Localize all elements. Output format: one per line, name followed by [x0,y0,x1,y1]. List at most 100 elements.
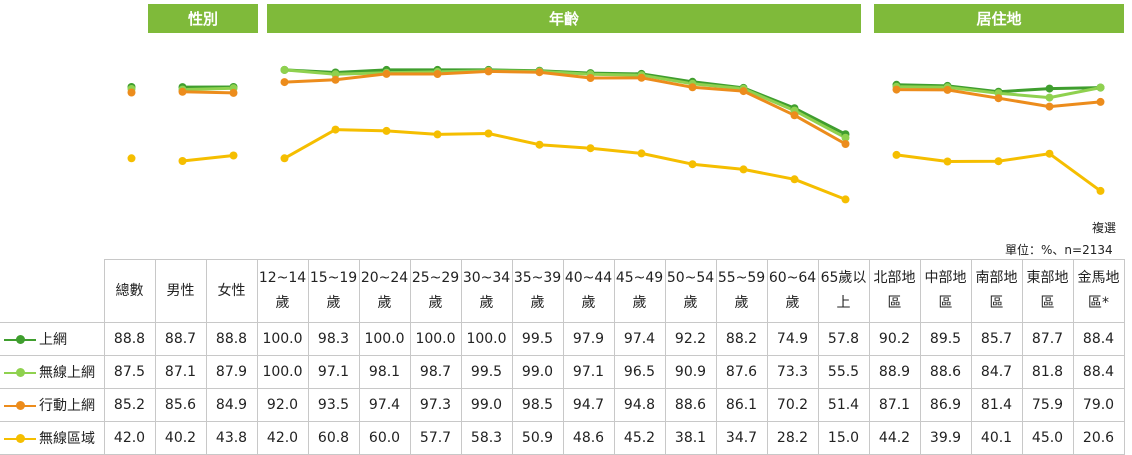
data-point [434,130,442,138]
data-point [536,68,544,76]
table-cell: 40.2 [155,422,206,455]
table-cell: 87.1 [155,356,206,389]
data-point [842,195,850,203]
column-header-text: 40~44 [565,270,612,286]
table-cell: 51.4 [818,389,869,422]
data-point [383,127,391,135]
table-cell: 98.5 [512,389,563,422]
column-header-text: 25~29 [412,270,459,286]
table-cell: 45.2 [614,422,665,455]
data-point [587,144,595,152]
data-point [740,87,748,95]
row-label: 行動上網 [39,398,95,414]
table-cell: 97.4 [614,323,665,356]
column-header: 東部地區 [1022,260,1073,323]
data-point [230,89,238,97]
table-cell: 43.8 [206,422,257,455]
table-cell: 89.5 [920,323,971,356]
column-header-text: 35~39 [514,270,561,286]
row-label-cell: 行動上網 [0,389,104,422]
series-line-2 [285,70,846,138]
table-cell: 100.0 [359,323,410,356]
table-cell: 58.3 [461,422,512,455]
series-line-4 [183,156,234,162]
table-cell: 90.9 [665,356,716,389]
row-label-cell: 無線區域 [0,422,104,455]
column-header-text: 金馬地 [1078,270,1120,286]
table-cell: 88.7 [155,323,206,356]
table-cell: 86.1 [716,389,767,422]
data-point [434,70,442,78]
column-header-text: 30~34 [463,270,510,286]
series-line-3 [183,92,234,93]
column-header-text: 65歲以 [821,270,867,286]
table-cell: 15.0 [818,422,869,455]
column-header-text: 上 [837,295,851,311]
column-header-text: 歲 [582,295,596,311]
table-cell: 85.6 [155,389,206,422]
column-header: 50~54 歲 [665,260,716,323]
data-point [281,154,289,162]
row-label-cell: 無線上網 [0,356,104,389]
column-header: 北部地區 [869,260,920,323]
data-point [332,126,340,134]
legend-key-icon [4,401,36,411]
column-header-text: 北部地 [874,270,916,286]
data-point [842,140,850,148]
row-label-cell: 上網 [0,323,104,356]
table-cell: 70.2 [767,389,818,422]
table-cell: 55.5 [818,356,869,389]
table-cell: 48.6 [563,422,614,455]
table-cell: 97.9 [563,323,614,356]
table-cell: 38.1 [665,422,716,455]
table-cell: 88.4 [1073,323,1124,356]
column-header-text: 總數 [116,283,144,299]
table-cell: 92.2 [665,323,716,356]
header-age: 年齡 [267,4,861,33]
table-cell: 57.7 [410,422,461,455]
data-point [230,152,238,160]
column-header: 金馬地區* [1073,260,1124,323]
table-cell: 87.9 [206,356,257,389]
column-header-text: 歲 [684,295,698,311]
table-cell: 88.8 [206,323,257,356]
data-point [536,141,544,149]
data-point [689,83,697,91]
column-header: 女性 [206,260,257,323]
line-chart [0,0,1132,259]
table-cell: 98.7 [410,356,461,389]
column-header-text: 南部地 [976,270,1018,286]
column-header-text: 東部地 [1027,270,1069,286]
column-header-text: 區 [888,295,902,311]
column-header-text: 區 [990,295,1004,311]
legend-key-icon [4,434,36,444]
table-cell: 94.8 [614,389,665,422]
table-cell: 87.7 [1022,323,1073,356]
series-line-1 [285,70,846,134]
column-header-text: 區 [939,295,953,311]
series-line-3 [285,71,846,144]
data-point [1097,187,1105,195]
header-gender: 性別 [148,4,258,33]
table-cell: 88.2 [716,323,767,356]
table-cell: 90.2 [869,323,920,356]
table-cell: 97.3 [410,389,461,422]
table-cell: 98.1 [359,356,410,389]
data-point [1097,84,1105,92]
column-header: 40~44 歲 [563,260,614,323]
column-header-text: 50~54 [667,270,714,286]
column-header-text: 歲 [531,295,545,311]
table-cell: 81.8 [1022,356,1073,389]
column-header-text: 區 [1041,295,1055,311]
table-cell: 60.0 [359,422,410,455]
header-region: 居住地 [874,4,1124,33]
table-cell: 88.6 [920,356,971,389]
table-cell: 93.5 [308,389,359,422]
data-point [587,74,595,82]
data-point [995,94,1003,102]
data-point [893,86,901,94]
column-header-text: 55~59 [718,270,765,286]
